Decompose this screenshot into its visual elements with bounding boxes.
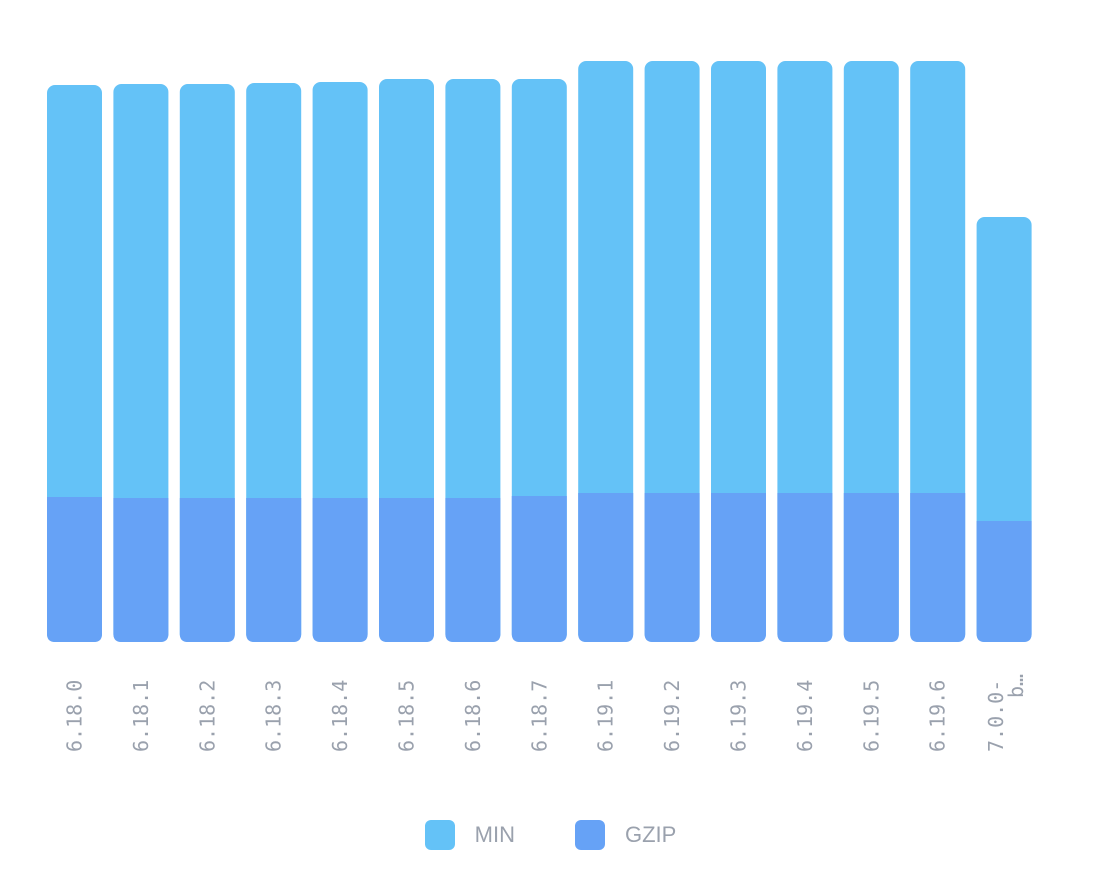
legend-item-min[interactable]: MIN xyxy=(424,820,515,850)
legend-label-min: MIN xyxy=(474,822,515,847)
bar-gzip-6.19.1[interactable] xyxy=(578,493,634,642)
x-tick-label: 6.18.2 xyxy=(195,680,219,752)
bar-gzip-6.18.2[interactable] xyxy=(179,498,235,642)
bar-gzip-7.0.0- b…[interactable] xyxy=(976,521,1032,642)
legend-item-gzip[interactable]: GZIP xyxy=(574,820,677,850)
legend-swatch-min xyxy=(424,820,455,850)
bar-gzip-6.19.5[interactable] xyxy=(843,493,899,642)
x-tick-label: 7.0.0- xyxy=(984,680,1008,752)
x-tick-label: 6.18.5 xyxy=(395,680,419,752)
bar-gzip-6.19.6[interactable] xyxy=(910,493,966,642)
bar-gzip-6.18.1[interactable] xyxy=(113,498,169,642)
bar-gzip-6.19.2[interactable] xyxy=(644,493,700,642)
x-tick-label: 6.19.6 xyxy=(926,680,950,752)
x-tick-label: 6.19.4 xyxy=(793,680,817,752)
bar-gzip-6.18.4[interactable] xyxy=(312,498,368,642)
bar-gzip-6.19.4[interactable] xyxy=(777,493,833,642)
x-tick-label: 6.19.2 xyxy=(660,680,684,752)
legend: MIN GZIP xyxy=(0,820,1101,850)
x-tick-label: 6.19.1 xyxy=(594,680,618,752)
x-tick-label: 6.18.3 xyxy=(262,680,286,752)
x-tick-label: 6.18.7 xyxy=(527,680,551,752)
x-tick-label: 6.19.5 xyxy=(859,680,883,752)
x-tick-label: 6.18.1 xyxy=(129,680,153,752)
bar-gzip-6.18.6[interactable] xyxy=(445,498,501,642)
x-tick-label: 6.19.3 xyxy=(727,680,751,752)
bar-chart: 6.18.0 6.18.1 6.18.2 6.18.3 6.18.4 6.18.5 6.18… xyxy=(47,61,1032,752)
legend-swatch-gzip xyxy=(574,820,605,850)
bar-gzip-6.19.3[interactable] xyxy=(711,493,766,642)
bar-gzip-6.18.5[interactable] xyxy=(379,498,434,642)
bar-gzip-6.18.7[interactable] xyxy=(511,496,567,642)
x-tick-label: 6.18.4 xyxy=(328,680,352,752)
x-tick-label: 6.18.6 xyxy=(461,680,485,752)
x-tick-label: 6.18.0 xyxy=(63,680,87,752)
legend-label-gzip: GZIP xyxy=(624,822,677,847)
bar-gzip-6.18.0[interactable] xyxy=(47,497,102,642)
x-tick-label-cont: b… xyxy=(1004,674,1028,698)
bar-gzip-6.18.3[interactable] xyxy=(246,498,302,642)
